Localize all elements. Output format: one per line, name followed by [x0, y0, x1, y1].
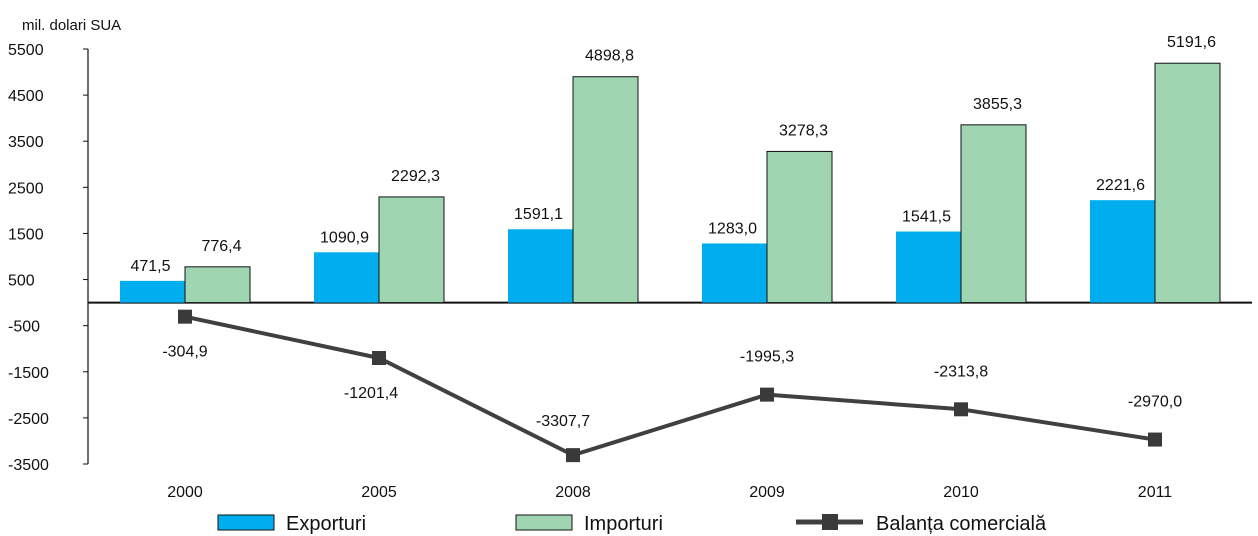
data-label-importuri: 3278,3 — [779, 122, 828, 139]
data-label-balanta: -304,9 — [162, 344, 207, 361]
legend: Exporturi Importuri Balanța comercială — [217, 513, 1047, 535]
data-label-importuri: 5191,6 — [1167, 34, 1216, 51]
bar-exporturi — [120, 280, 185, 303]
bar-importuri — [1154, 62, 1221, 304]
bar-exporturi — [896, 231, 961, 303]
data-label-importuri: 3855,3 — [973, 96, 1022, 113]
legend-marker-balanta — [822, 514, 838, 530]
x-tick-label: 2010 — [943, 484, 979, 501]
y-tick-label: 1500 — [8, 226, 44, 243]
legend-swatch-exporturi — [217, 514, 275, 531]
balance-marker — [954, 402, 968, 417]
data-label-importuri: 776,4 — [201, 238, 241, 255]
bar-exporturi — [1090, 200, 1155, 303]
data-label-balanta: -2313,8 — [934, 363, 988, 380]
y-tick-label: 5500 — [8, 42, 44, 59]
legend-swatch-importuri — [515, 514, 573, 531]
data-label-importuri: 2292,3 — [391, 168, 440, 185]
x-tick-labels: 2000 2005 2008 2009 2010 2011 — [167, 484, 1172, 501]
balance-marker — [760, 387, 774, 402]
data-label-exporturi: 471,5 — [130, 258, 170, 275]
y-tick-label: 4500 — [8, 88, 44, 105]
bar-exporturi — [702, 243, 767, 303]
bar-importuri — [572, 76, 639, 304]
data-label-balanta: -1995,3 — [740, 349, 794, 366]
y-ticks: 5500 4500 3500 2500 1500 500 -500 -1500 -2500 -35… — [8, 42, 88, 474]
x-tick-label: 2009 — [749, 484, 785, 501]
data-label-balanta: -1201,4 — [344, 385, 398, 402]
bar-importuri — [378, 196, 445, 304]
balance-marker — [566, 448, 580, 463]
balance-line: -304,9 -1201,4 -3307,7 -1995,3 -2313,8 -2970,… — [162, 309, 1182, 463]
y-tick-label: 2500 — [8, 180, 44, 197]
bar-exporturi — [508, 229, 573, 303]
x-tick-label: 2008 — [555, 484, 591, 501]
balance-line-path — [184, 314, 1156, 458]
balance-marker — [178, 309, 192, 324]
bar-importuri — [960, 124, 1027, 304]
balance-marker — [1148, 432, 1162, 447]
legend-label-exporturi: Exporturi — [286, 513, 366, 535]
y-tick-label: -1500 — [8, 365, 49, 382]
bars: 471,5 776,4 1090,9 2292,3 1591,1 4898,8 1283,0… — [120, 34, 1221, 304]
bar-importuri — [766, 150, 833, 304]
x-tick-label: 2000 — [167, 484, 203, 501]
x-tick-label: 2011 — [1138, 484, 1173, 501]
data-label-exporturi: 1591,1 — [514, 206, 563, 223]
legend-label-importuri: Importuri — [584, 513, 663, 535]
data-label-exporturi: 1541,5 — [902, 209, 951, 226]
y-tick-label: 3500 — [8, 134, 44, 151]
data-label-balanta: -3307,7 — [536, 413, 590, 430]
balance-marker — [372, 351, 386, 366]
data-label-exporturi: 2221,6 — [1096, 177, 1145, 194]
data-label-importuri: 4898,8 — [585, 48, 634, 65]
y-tick-label: -2500 — [8, 411, 49, 428]
y-tick-label: -3500 — [8, 457, 49, 474]
x-tick-label: 2005 — [361, 484, 397, 501]
data-label-exporturi: 1283,0 — [708, 220, 757, 237]
bar-exporturi — [314, 252, 379, 303]
legend-label-balanta: Balanța comercială — [876, 513, 1047, 535]
y-tick-label: -500 — [8, 319, 40, 336]
y-unit-label: mil. dolari SUA — [22, 17, 121, 34]
y-tick-label: 500 — [8, 273, 35, 290]
bar-importuri — [184, 266, 251, 304]
data-label-balanta: -2970,0 — [1128, 394, 1182, 411]
data-label-exporturi: 1090,9 — [320, 229, 369, 246]
